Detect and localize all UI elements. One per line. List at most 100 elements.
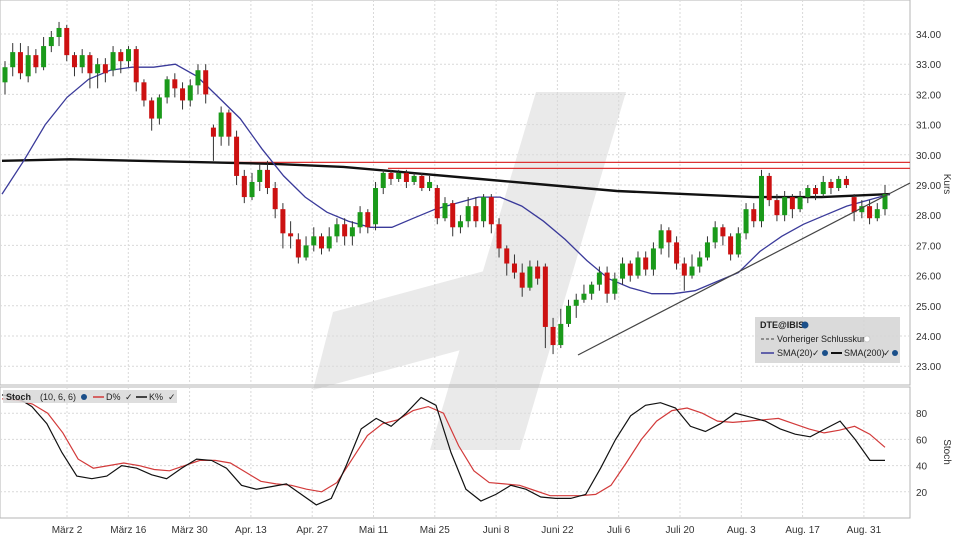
candle	[396, 169, 402, 182]
price-tick-label: 28.00	[916, 211, 941, 222]
legend-sma200-check-icon[interactable]: ✓	[883, 348, 891, 358]
candle	[774, 194, 780, 222]
candle	[64, 24, 70, 62]
stoch-d-check-icon[interactable]: ✓	[125, 392, 133, 402]
candle	[380, 169, 386, 195]
candle	[141, 79, 147, 107]
price-tick-label: 24.00	[916, 332, 941, 343]
sma200-line	[1, 158, 891, 199]
candle	[589, 281, 595, 300]
price-axis-label: Kurs	[941, 174, 952, 195]
candle	[496, 218, 502, 258]
candle	[488, 194, 494, 234]
candle	[10, 43, 16, 77]
stoch-series	[1, 394, 886, 506]
candle	[180, 82, 186, 110]
legend-sma20-icon[interactable]	[822, 350, 828, 356]
candle	[704, 236, 710, 261]
candle	[658, 224, 664, 255]
candle	[48, 30, 54, 53]
legend-item-sma200: SMA(200)	[844, 348, 885, 358]
legend-sma20-check-icon[interactable]: ✓	[812, 348, 820, 358]
candle	[581, 284, 587, 303]
candle	[419, 172, 425, 192]
candle	[56, 21, 62, 47]
candle	[110, 46, 116, 77]
candle	[720, 224, 726, 246]
candle	[643, 251, 649, 276]
stoch-settings-icon[interactable]	[81, 394, 87, 400]
candle	[635, 251, 641, 279]
candle	[87, 52, 93, 89]
candle	[249, 172, 255, 201]
candle	[535, 260, 541, 285]
candle	[450, 200, 456, 237]
price-tick-label: 23.00	[916, 362, 941, 373]
candle	[542, 263, 548, 349]
candle	[226, 109, 232, 146]
date-axis-ticks: März 2 März 16 März 30 Apr. 13 Apr. 27 Mai 11…	[52, 525, 882, 536]
candle	[650, 242, 656, 276]
candle	[573, 293, 579, 318]
candle	[689, 254, 695, 279]
date-tick-label: Aug. 31	[847, 525, 882, 536]
date-tick-label: Juli 20	[666, 525, 695, 536]
price-tick-label: 25.00	[916, 302, 941, 313]
candle	[342, 218, 348, 246]
price-panel	[0, 0, 911, 386]
date-tick-label: März 30	[172, 525, 209, 536]
stoch-tick-label: 80	[916, 409, 928, 420]
legend-prev-close-icon[interactable]	[863, 335, 871, 343]
candle	[566, 299, 572, 327]
candle	[303, 236, 309, 261]
candle	[550, 317, 556, 355]
candle	[843, 175, 849, 189]
candle	[326, 227, 332, 252]
candle	[674, 236, 680, 270]
stoch-legend-d: D%	[106, 392, 121, 402]
candle	[874, 203, 880, 222]
candle	[71, 52, 77, 77]
candle	[666, 227, 672, 258]
stoch-line-k	[1, 394, 885, 506]
date-tick-label: Juni 22	[541, 525, 574, 536]
candle	[25, 46, 31, 83]
trendline	[577, 182, 911, 356]
legend-sma200-icon[interactable]	[892, 350, 898, 356]
candle	[357, 206, 363, 234]
date-tick-label: Juli 6	[607, 525, 631, 536]
candle	[411, 172, 417, 185]
candle	[442, 197, 448, 222]
candle	[172, 73, 178, 98]
candle	[558, 308, 564, 349]
candle	[280, 203, 286, 249]
candle	[95, 58, 101, 89]
stoch-axis-ticks: 80 60 40 20	[916, 409, 928, 499]
stoch-tick-label: 20	[916, 488, 928, 499]
candle	[473, 197, 479, 228]
candle	[612, 272, 618, 300]
candle	[851, 194, 857, 222]
candle	[126, 46, 132, 68]
candle	[318, 233, 324, 255]
stoch-legend-name: Stoch	[6, 392, 31, 402]
sma20-series	[1, 63, 891, 295]
legend-symbol-icon[interactable]	[801, 321, 809, 329]
candle	[272, 181, 278, 219]
candle	[789, 194, 795, 219]
candle	[373, 181, 379, 231]
candle	[118, 49, 124, 74]
date-tick-label: Juni 8	[483, 525, 510, 536]
candle	[620, 257, 626, 285]
candle	[859, 200, 865, 219]
stoch-axis-label: Stoch	[941, 439, 952, 465]
price-tick-label: 32.00	[916, 90, 941, 101]
candle	[334, 218, 340, 243]
date-tick-label: Apr. 13	[235, 525, 267, 536]
candle	[365, 209, 371, 234]
candle	[797, 191, 803, 213]
candle	[102, 58, 108, 83]
stoch-k-check-icon[interactable]: ✓	[168, 392, 176, 402]
candle	[164, 76, 170, 104]
price-axis-ticks: 34.00 33.00 32.00 31.00 30.00 29.00 28.00 27.00…	[916, 30, 941, 373]
